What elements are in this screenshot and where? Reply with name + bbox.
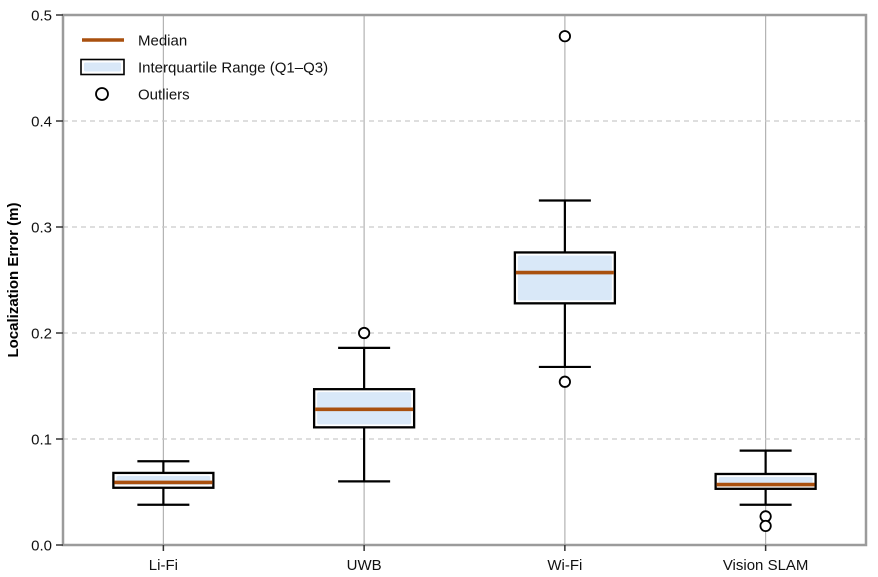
y-tick-label: 0.0 [31,538,52,555]
outlier-point-wi-fi [558,375,571,388]
legend: Median Interquartile Range (Q1–Q3) Outlier… [80,33,328,104]
y-tick-label: 0.4 [31,114,52,131]
x-tick-label-li-fi: Li-Fi [149,557,178,574]
legend-label-median: Median [138,33,187,50]
boxplot-group-li-fi [112,460,215,506]
plot-border [61,13,868,547]
x-tick-label-uwb: UWB [347,557,382,574]
legend-label-interquartile: Interquartile Range (Q1–Q3) [138,60,328,77]
y-tick-label: 0.1 [31,432,52,449]
boxplot-group-wi-fi [513,30,617,388]
iqr-box-fill-wi-fi [517,255,612,301]
legend-outlier-swatch [95,87,109,101]
y-tick-label: 0.5 [31,8,52,25]
boxplot-group-vision-slam [714,449,817,533]
y-tick-label: 0.2 [31,326,52,343]
outlier-point-vision-slam [759,519,772,533]
legend-iqr-swatch-fill [84,62,121,72]
outlier-point-wi-fi [558,30,571,43]
y-axis-label: Localization Error (m) [5,202,22,357]
y-tick-label: 0.3 [31,220,52,237]
x-tick-label-wi-fi: Wi-Fi [547,557,582,574]
boxplot-group-uwb [312,326,416,483]
legend-label-outliers: Outliers [138,87,190,104]
outlier-point-uwb [358,326,371,340]
x-tick-label-vision-slam: Vision SLAM [723,557,809,574]
